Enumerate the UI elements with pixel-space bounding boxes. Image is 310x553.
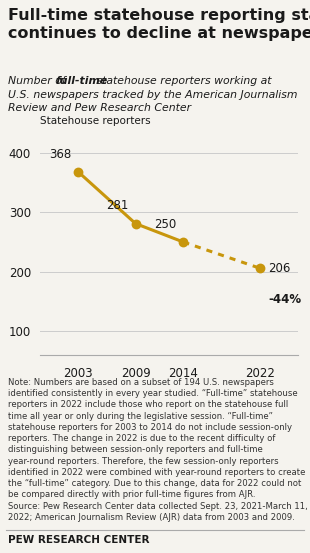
Text: PEW RESEARCH CENTER: PEW RESEARCH CENTER bbox=[8, 535, 149, 545]
Point bbox=[257, 264, 262, 273]
Point bbox=[181, 238, 186, 247]
Text: 206: 206 bbox=[268, 262, 290, 275]
Text: -44%: -44% bbox=[268, 293, 301, 306]
Text: Number of: Number of bbox=[8, 76, 69, 86]
Point bbox=[76, 168, 81, 176]
Point bbox=[133, 219, 138, 228]
Text: statehouse reporters working at: statehouse reporters working at bbox=[93, 76, 272, 86]
Text: 250: 250 bbox=[154, 218, 176, 231]
Text: Note: Numbers are based on a subset of 194 U.S. newspapers identified consistent: Note: Numbers are based on a subset of 1… bbox=[8, 378, 308, 522]
Text: U.S. newspapers tracked by the American Journalism: U.S. newspapers tracked by the American … bbox=[8, 90, 298, 100]
Text: Review and Pew Research Center: Review and Pew Research Center bbox=[8, 103, 191, 113]
Text: Full-time statehouse reporting staff
continues to decline at newspapers: Full-time statehouse reporting staff con… bbox=[8, 8, 310, 41]
Text: 368: 368 bbox=[49, 148, 71, 161]
Text: Statehouse reporters: Statehouse reporters bbox=[40, 116, 151, 126]
Text: full-time: full-time bbox=[55, 76, 107, 86]
Text: 281: 281 bbox=[106, 200, 129, 212]
